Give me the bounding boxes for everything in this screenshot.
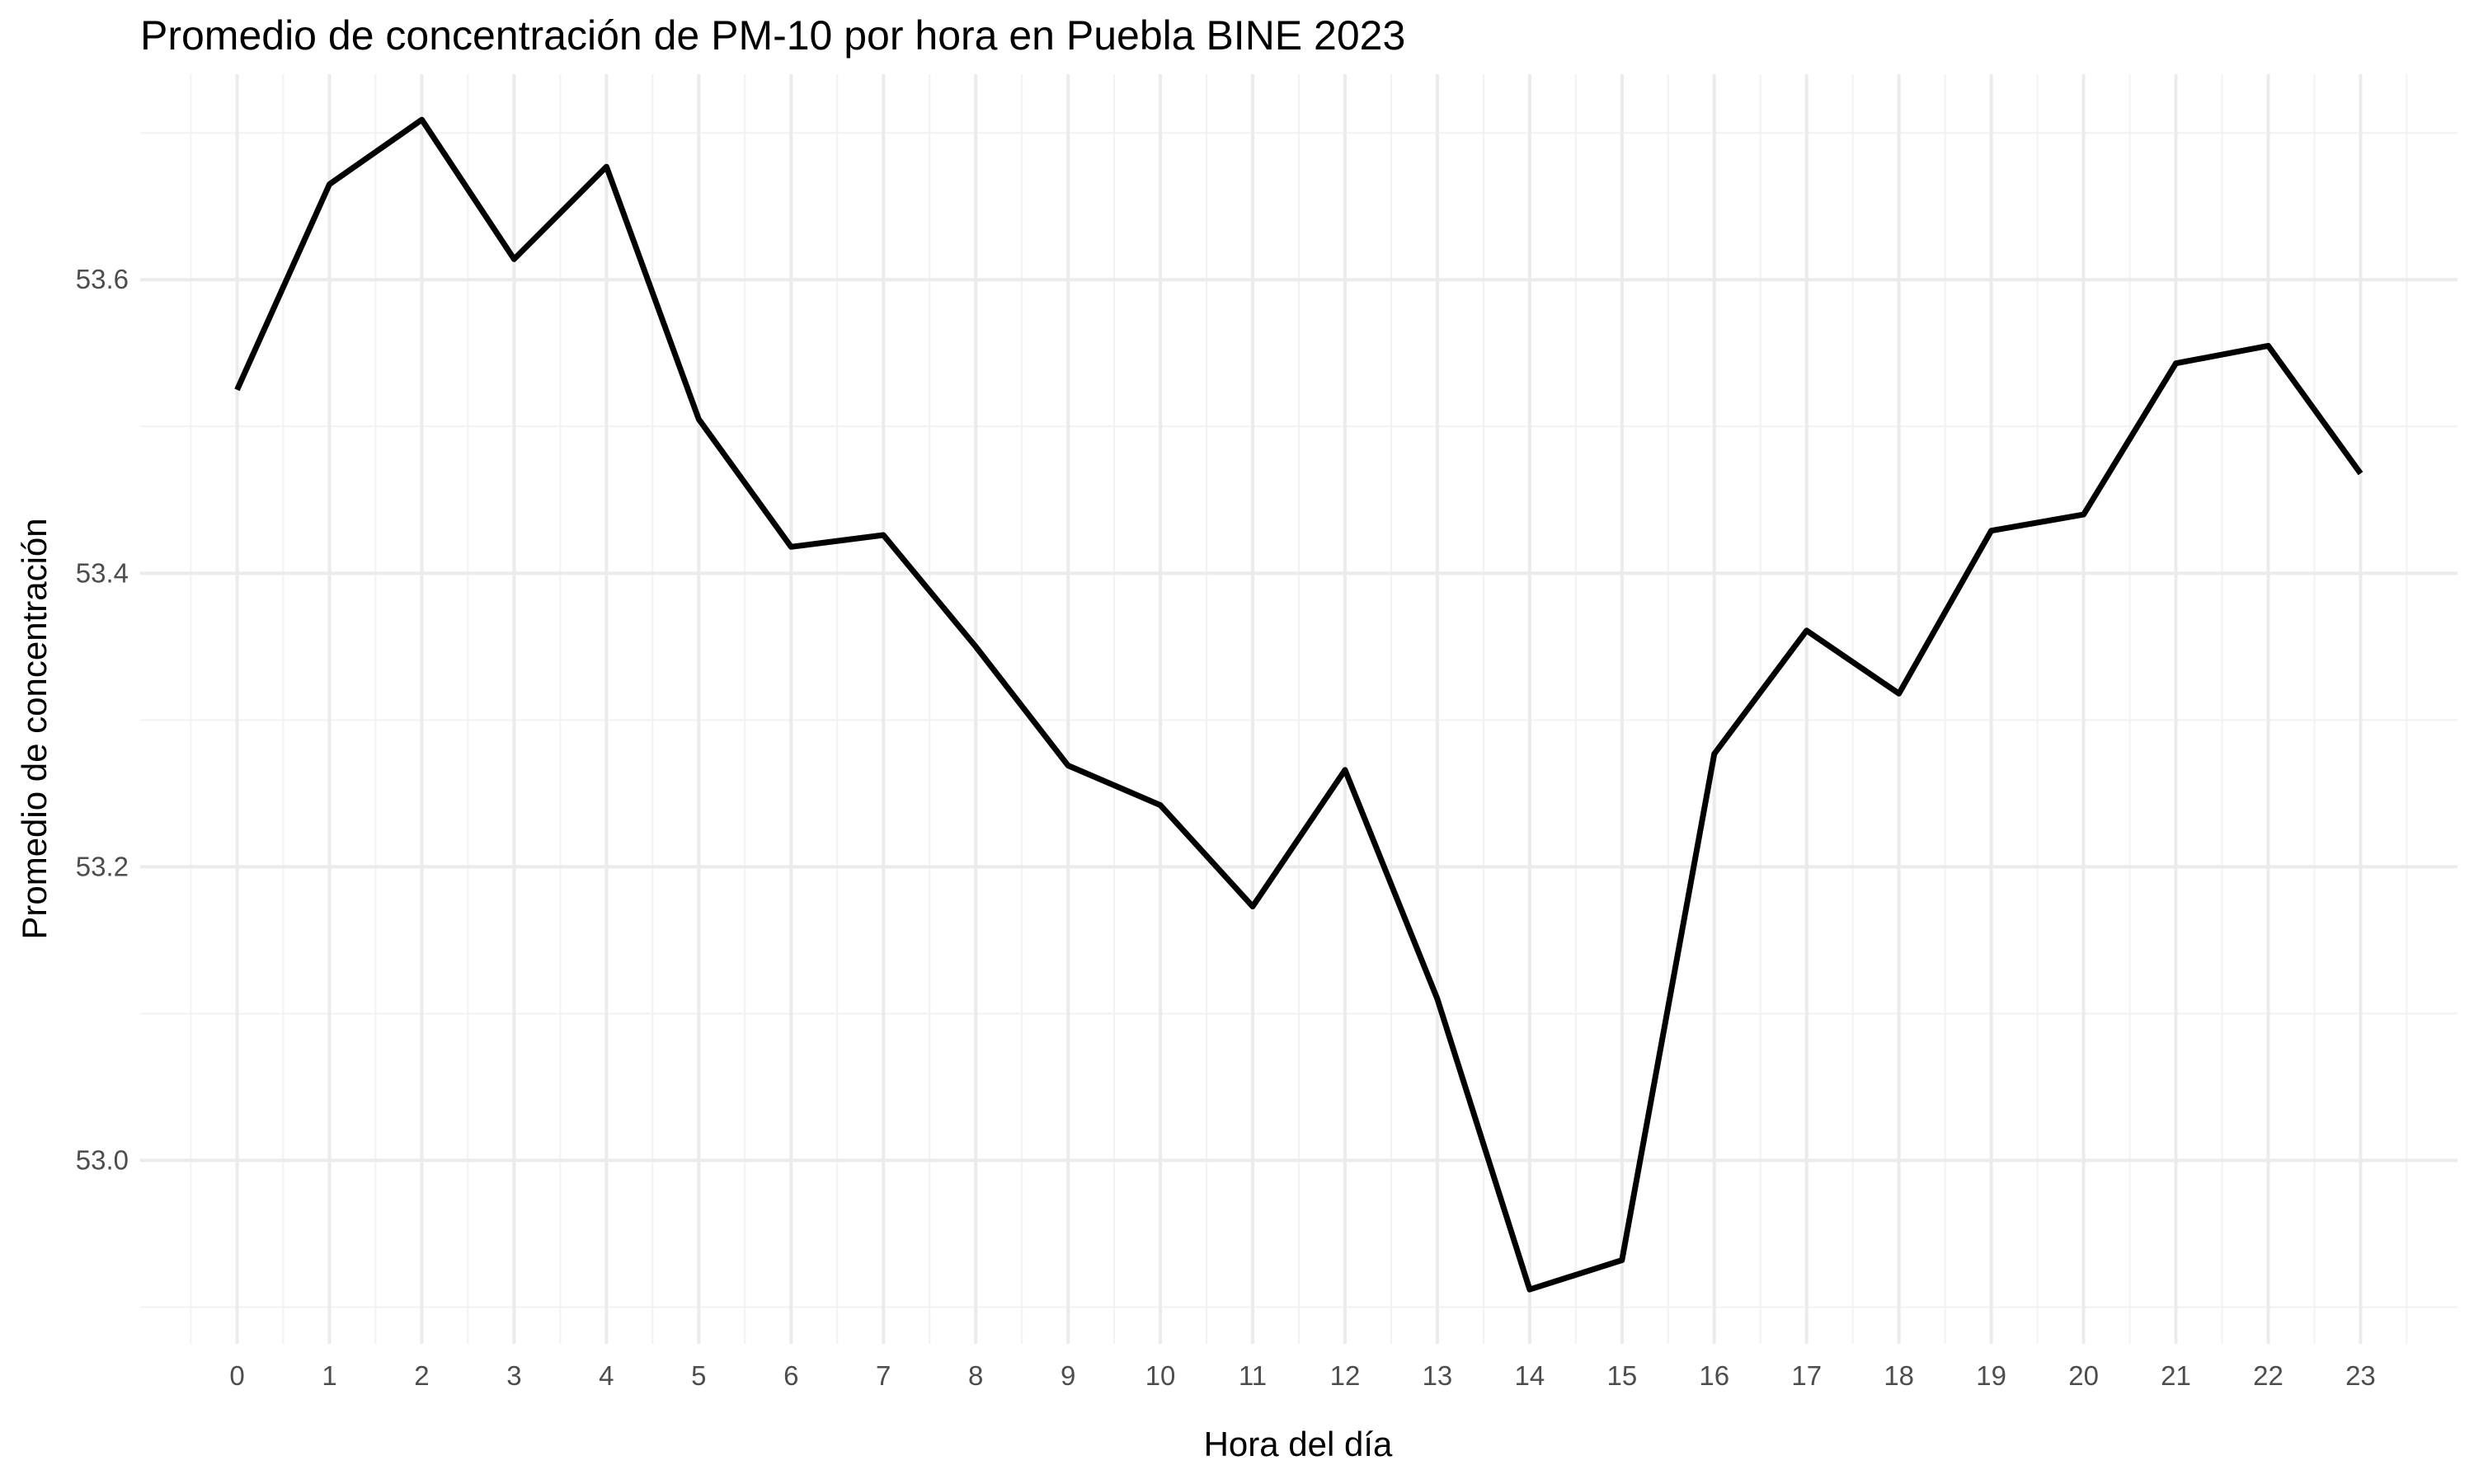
x-tick-label: 6	[783, 1360, 798, 1391]
minor-gridlines-x	[190, 74, 2408, 1344]
x-tick-label: 14	[1515, 1360, 1545, 1391]
x-tick-label: 12	[1330, 1360, 1361, 1391]
x-tick-label: 9	[1061, 1360, 1075, 1391]
major-gridlines-y	[140, 278, 2458, 1162]
x-tick-label: 8	[968, 1360, 983, 1391]
series-layer	[234, 116, 2363, 1293]
x-tick-label: 11	[1239, 1360, 1267, 1391]
x-axis-title: Hora del día	[1204, 1425, 1393, 1463]
x-tick-label: 5	[691, 1360, 706, 1391]
x-tick-label: 3	[506, 1360, 521, 1391]
y-tick-label: 53.0	[76, 1144, 129, 1175]
y-tick-label: 53.2	[76, 851, 129, 881]
x-tick-label: 20	[2068, 1360, 2099, 1391]
x-axis-ticks: 0 1 2 3 4 5 6 7 8 9 10 11 12 13 14 15 16 17 18 19 20 21 22 23	[229, 1360, 2375, 1391]
x-tick-label: 13	[1423, 1360, 1453, 1391]
x-tick-label: 21	[2161, 1360, 2191, 1391]
x-tick-label: 1	[322, 1360, 336, 1391]
x-tick-label: 18	[1884, 1360, 1914, 1391]
y-tick-label: 53.6	[76, 264, 129, 294]
major-gridlines-x	[235, 74, 2363, 1344]
y-axis-ticks: 53.0 53.2 53.4 53.6	[76, 264, 129, 1175]
series-line	[234, 116, 2363, 1293]
x-tick-label: 10	[1145, 1360, 1176, 1391]
x-tick-label: 23	[2345, 1360, 2376, 1391]
x-tick-label: 2	[414, 1360, 429, 1391]
y-tick-label: 53.4	[76, 557, 129, 588]
x-tick-label: 16	[1699, 1360, 1729, 1391]
x-tick-label: 4	[599, 1360, 614, 1391]
x-tick-label: 0	[229, 1360, 244, 1391]
x-tick-label: 17	[1791, 1360, 1822, 1391]
x-tick-label: 15	[1606, 1360, 1637, 1391]
y-axis-title: Promedio de concentración	[15, 518, 54, 939]
x-tick-label: 22	[2253, 1360, 2284, 1391]
x-tick-label: 7	[876, 1360, 891, 1391]
chart-title: Promedio de concentración de PM-10 por h…	[140, 12, 1405, 59]
x-tick-label: 19	[1976, 1360, 2006, 1391]
